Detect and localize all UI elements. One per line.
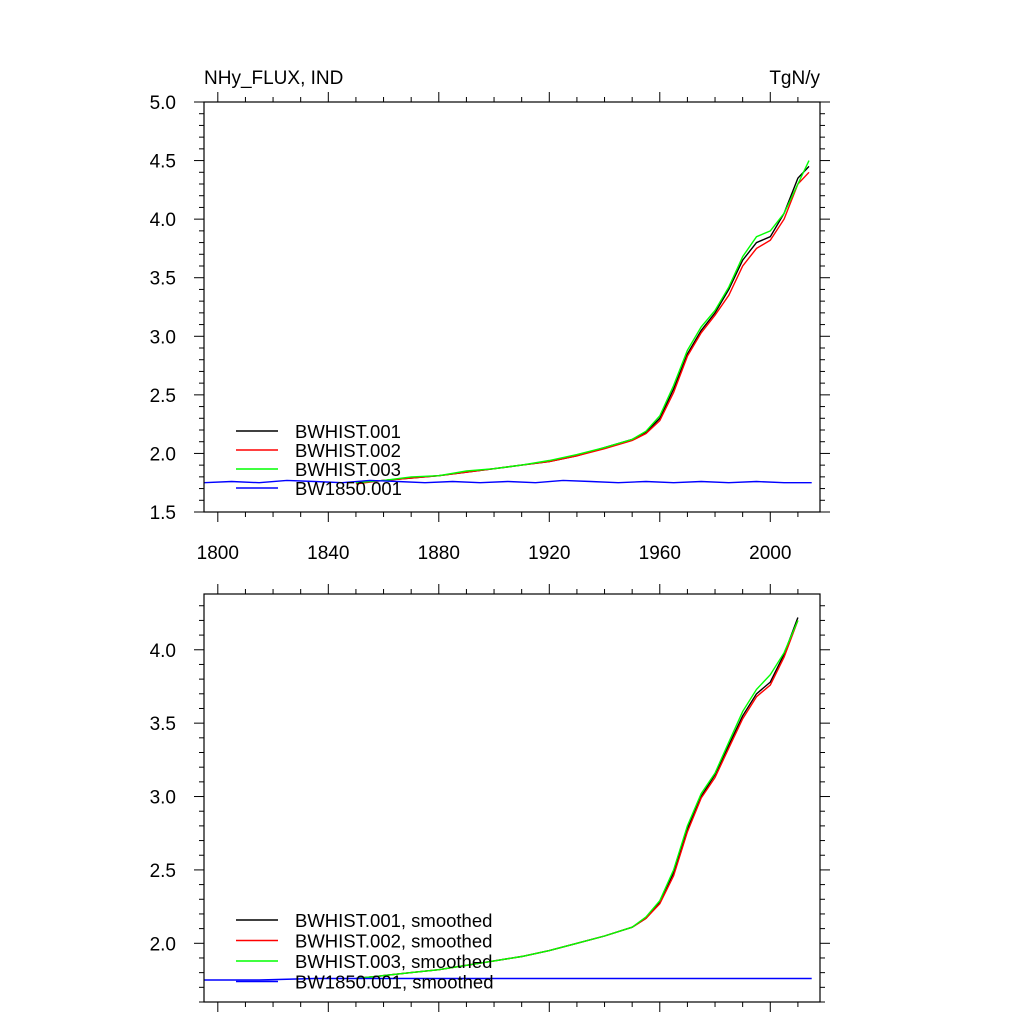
top-panel: NHy_FLUX, IND TgN/y 1800 1840 1880 1920 1960… bbox=[150, 68, 830, 564]
series-line-3 bbox=[355, 160, 810, 484]
top-panel-series bbox=[203, 160, 812, 485]
legend-label-3: BWHIST.003 bbox=[295, 459, 401, 480]
series-line-2 bbox=[355, 171, 810, 485]
y-tick-label: 2.5 bbox=[150, 861, 176, 882]
bottom-panel-axes: 2.0 2.5 3.0 3.5 4.0 bbox=[150, 584, 830, 1012]
y-tick-label: 3.5 bbox=[150, 714, 176, 735]
top-panel-title-right: TgN/y bbox=[769, 68, 820, 89]
legend-label-4: BW1850.001 bbox=[295, 478, 402, 499]
legend-label-2: BWHIST.002 bbox=[295, 440, 401, 461]
y-tick-label: 4.5 bbox=[150, 152, 176, 173]
x-tick-label: 1880 bbox=[418, 543, 460, 564]
series-line-4 bbox=[203, 479, 812, 484]
plot-frame bbox=[203, 593, 821, 1003]
x-tick-label: 1960 bbox=[639, 543, 681, 564]
x-tick-label: 1800 bbox=[197, 543, 239, 564]
legend-label-2: BWHIST.002, smoothed bbox=[295, 931, 492, 952]
y-tick-label: 3.0 bbox=[150, 788, 176, 809]
legend-label-1: BWHIST.001, smoothed bbox=[295, 910, 492, 931]
y-tick-label: 1.5 bbox=[150, 503, 176, 524]
top-panel-axes: 1800 1840 1880 1920 1960 2000 1.5 2.0 2.5 3.0 3.5 4… bbox=[150, 92, 830, 564]
y-tick-label: 5.0 bbox=[150, 93, 176, 114]
y-tick-label: 2.5 bbox=[150, 386, 176, 407]
legend-label-1: BWHIST.001 bbox=[295, 421, 401, 442]
y-tick-label: 4.0 bbox=[150, 210, 176, 231]
bottom-panel: 2.02.53.03.54.0 BWHIST.001, smoothedBWHI… bbox=[150, 584, 830, 1012]
y-tick-label: 3.0 bbox=[150, 327, 176, 348]
series-line-1 bbox=[355, 165, 810, 484]
y-tick-label: 2.0 bbox=[150, 934, 176, 955]
y-tick-label: 2.0 bbox=[150, 444, 176, 465]
series-line-3 bbox=[355, 620, 799, 980]
legend-label-3: BWHIST.003, smoothed bbox=[295, 951, 492, 972]
x-tick-label: 1920 bbox=[528, 543, 570, 564]
x-tick-label: 2000 bbox=[749, 543, 791, 564]
top-panel-title-left: NHy_FLUX, IND bbox=[204, 68, 343, 89]
y-tick-label: 4.0 bbox=[150, 641, 176, 662]
plot-frame bbox=[203, 101, 821, 513]
bottom-panel-series bbox=[204, 617, 812, 981]
legend-label-4: BW1850.001, smoothed bbox=[295, 972, 494, 993]
x-tick-label: 1840 bbox=[307, 543, 349, 564]
y-tick-label: 3.5 bbox=[150, 269, 176, 290]
series-line-4 bbox=[204, 977, 812, 981]
